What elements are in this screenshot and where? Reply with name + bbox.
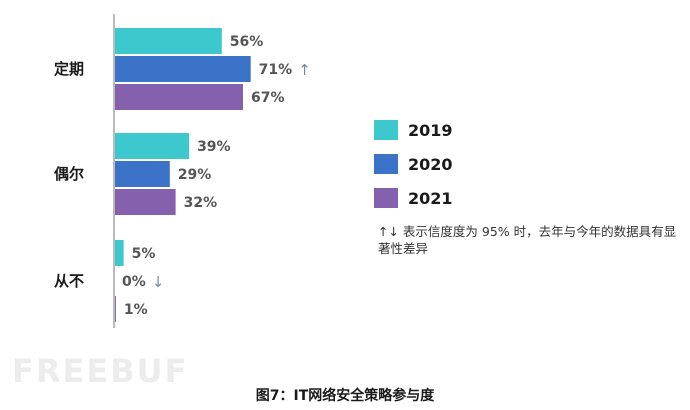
- data-label: 39%: [197, 139, 231, 155]
- bar: [114, 161, 170, 187]
- bar: [114, 56, 251, 82]
- bar: [114, 189, 176, 215]
- data-label: 71%: [259, 62, 293, 78]
- bar: [114, 133, 190, 159]
- legend-label: 2019: [408, 120, 453, 140]
- legend: 2019 2020 2021: [374, 113, 453, 215]
- category-label: 从不: [54, 272, 84, 290]
- data-label: 1%: [124, 302, 148, 318]
- data-label: 67%: [251, 90, 285, 106]
- data-label: 29%: [178, 167, 212, 183]
- category-label: 偶尔: [54, 165, 84, 183]
- legend-item: 2019: [374, 113, 453, 147]
- legend-item: 2021: [374, 181, 453, 215]
- significance-up-icon: ↑: [298, 61, 311, 79]
- legend-label: 2020: [408, 154, 453, 174]
- legend-swatch: [374, 188, 398, 208]
- legend-item: 2020: [374, 147, 453, 181]
- legend-label: 2021: [408, 188, 453, 208]
- significance-down-icon: ↓: [152, 273, 165, 291]
- bar: [114, 28, 222, 54]
- legend-swatch: [374, 154, 398, 174]
- category-label: 定期: [54, 60, 84, 78]
- data-label: 5%: [132, 246, 156, 262]
- figure-caption: 图7：IT网络安全策略参与度: [255, 388, 435, 404]
- significance-note: ↑↓ 表示信度度为 95% 时，去年与今年的数据具有显著性差异: [378, 224, 677, 256]
- watermark-logo: FREEBUF: [12, 352, 189, 390]
- data-label: 0%: [122, 274, 146, 290]
- data-label: 32%: [184, 195, 218, 211]
- legend-swatch: [374, 120, 398, 140]
- bar: [114, 84, 243, 110]
- data-label: 56%: [230, 34, 264, 50]
- bar: [114, 240, 124, 266]
